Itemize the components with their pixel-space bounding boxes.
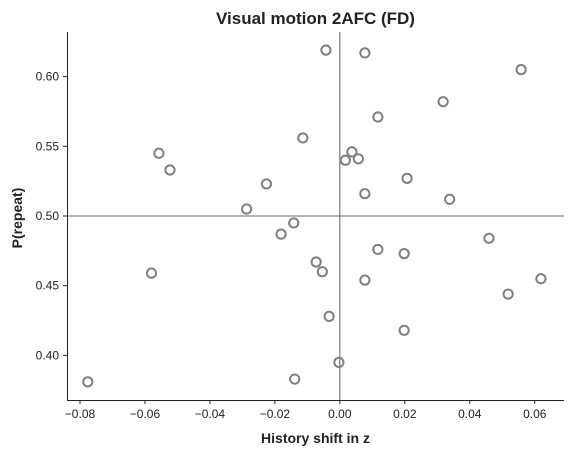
reference-lines [67,32,564,400]
x-tick-label: 0.02 [393,407,417,421]
data-point [373,112,382,121]
data-point [400,249,409,258]
data-point [400,326,409,335]
data-point [504,289,513,298]
data-point [154,149,163,158]
data-point [290,374,299,383]
y-tick-label: 0.45 [36,279,60,293]
data-point [445,195,454,204]
data-point [321,46,330,55]
data-point [242,204,251,213]
data-point [325,312,334,321]
data-point [83,377,92,386]
data-point [517,65,526,74]
data-point [341,156,350,165]
data-point [312,257,321,266]
y-tick-label: 0.40 [36,348,60,362]
x-tick-label: 0.04 [458,407,482,421]
data-point [334,358,343,367]
x-axis-label: History shift in z [261,430,370,446]
data-point [298,133,307,142]
data-point [360,48,369,57]
x-tick-label: −0.02 [260,407,291,421]
y-tick-label: 0.60 [36,70,60,84]
x-axis-ticks: −0.08 −0.06 −0.04 −0.02 0.00 0.02 0.04 0.06 [65,400,547,421]
data-point [147,269,156,278]
data-point [262,179,271,188]
x-tick-label: 0.00 [328,407,352,421]
y-axis-label: P(repeat) [9,188,25,249]
y-tick-label: 0.50 [36,209,60,223]
data-point [360,189,369,198]
y-tick-label: 0.55 [36,139,60,153]
data-point [403,174,412,183]
x-tick-label: 0.06 [523,407,547,421]
data-point [354,154,363,163]
data-point [484,234,493,243]
data-point [318,267,327,276]
data-point [360,276,369,285]
data-point [165,165,174,174]
x-tick-label: −0.04 [195,407,226,421]
chart-title: Visual motion 2AFC (FD) [216,9,415,28]
data-point [276,230,285,239]
data-point [289,218,298,227]
x-tick-label: −0.08 [65,407,96,421]
data-point [439,97,448,106]
data-point [536,274,545,283]
data-point [373,245,382,254]
y-axis-ticks: 0.40 0.45 0.50 0.55 0.60 [36,70,67,363]
x-tick-label: −0.06 [130,407,161,421]
